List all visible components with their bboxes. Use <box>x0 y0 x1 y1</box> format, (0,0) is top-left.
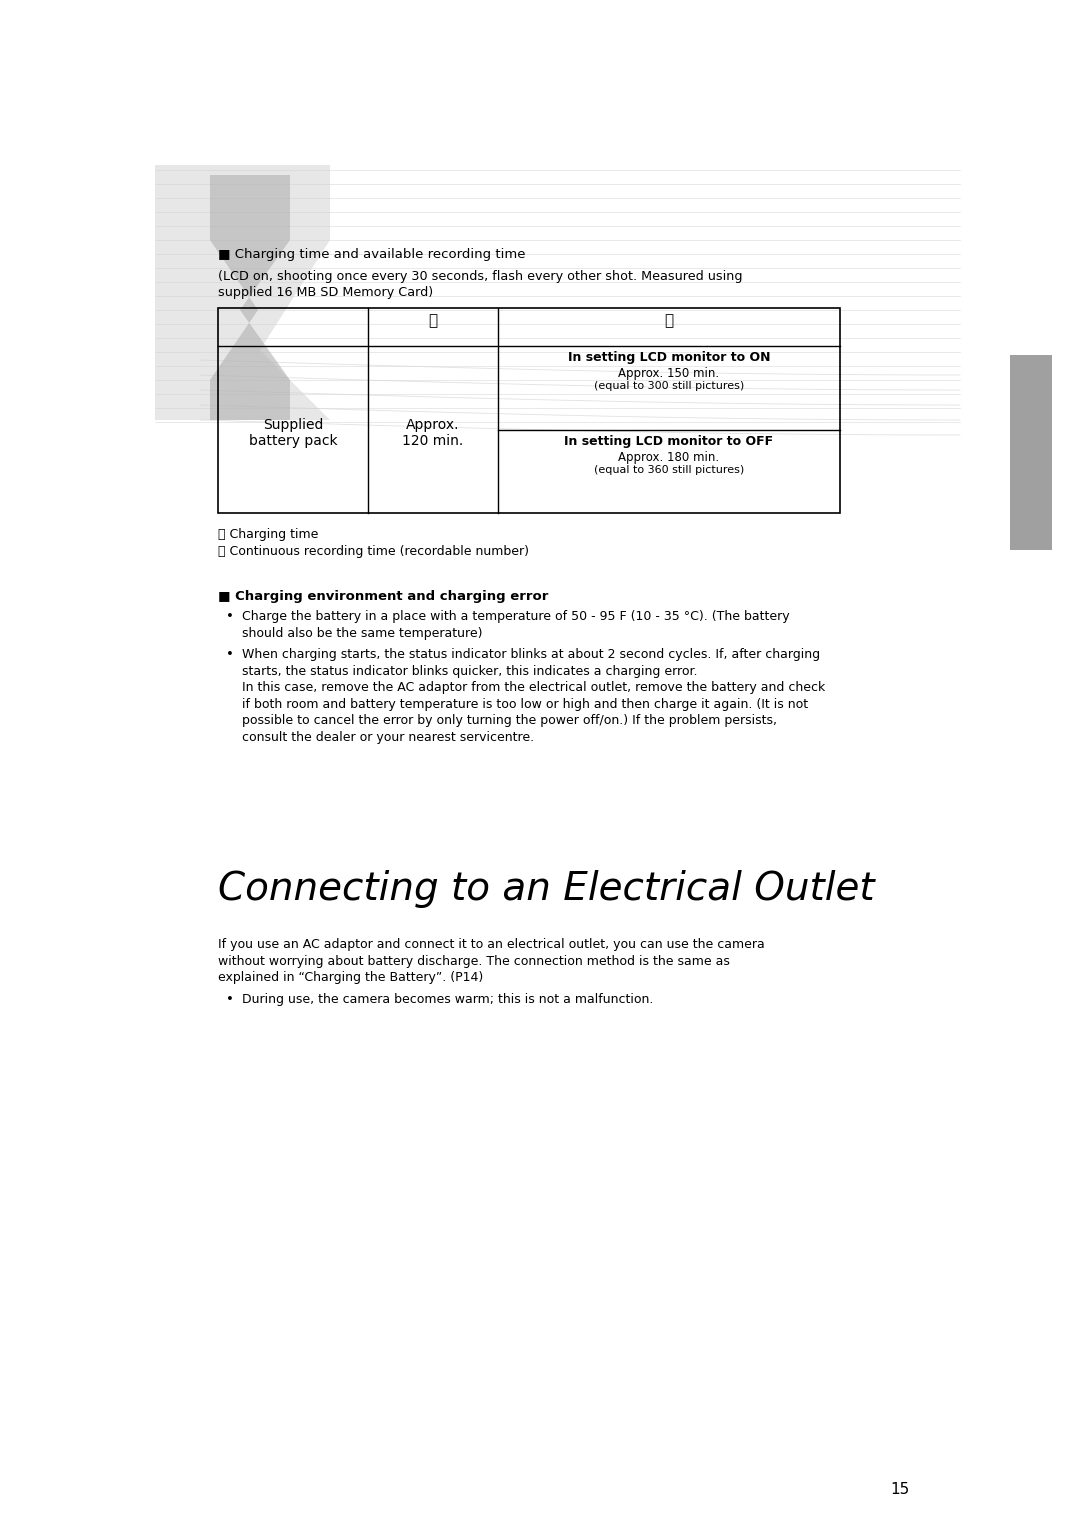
Text: supplied 16 MB SD Memory Card): supplied 16 MB SD Memory Card) <box>218 285 433 299</box>
Text: 15: 15 <box>890 1482 909 1497</box>
Text: should also be the same temperature): should also be the same temperature) <box>242 627 483 639</box>
Text: Supplied: Supplied <box>262 418 323 432</box>
Text: possible to cancel the error by only turning the power off/on.) If the problem p: possible to cancel the error by only tur… <box>242 714 777 726</box>
Text: Connecting to an Electrical Outlet: Connecting to an Electrical Outlet <box>218 870 875 908</box>
Text: Approx. 180 min.: Approx. 180 min. <box>619 450 719 464</box>
Text: Ⓑ Continuous recording time (recordable number): Ⓑ Continuous recording time (recordable … <box>218 545 529 559</box>
Polygon shape <box>156 165 330 420</box>
Text: without worrying about battery discharge. The connection method is the same as: without worrying about battery discharge… <box>218 954 730 967</box>
Text: In setting LCD monitor to OFF: In setting LCD monitor to OFF <box>565 435 773 447</box>
Text: Approx. 150 min.: Approx. 150 min. <box>619 366 719 380</box>
Text: if both room and battery temperature is too low or high and then charge it again: if both room and battery temperature is … <box>242 697 808 711</box>
Text: (equal to 360 still pictures): (equal to 360 still pictures) <box>594 464 744 475</box>
Bar <box>1010 356 1052 549</box>
Text: explained in “Charging the Battery”. (P14): explained in “Charging the Battery”. (P1… <box>218 971 483 984</box>
Text: ■ Charging environment and charging error: ■ Charging environment and charging erro… <box>218 591 549 603</box>
Text: During use, the camera becomes warm; this is not a malfunction.: During use, the camera becomes warm; thi… <box>242 992 653 1006</box>
Text: Approx.: Approx. <box>406 418 460 432</box>
Text: In setting LCD monitor to ON: In setting LCD monitor to ON <box>568 351 770 365</box>
Text: Ⓑ: Ⓑ <box>664 313 674 328</box>
Text: Charge the battery in a place with a temperature of 50 - 95 F (10 - 35 °C). (The: Charge the battery in a place with a tem… <box>242 610 789 623</box>
Text: In this case, remove the AC adaptor from the electrical outlet, remove the batte: In this case, remove the AC adaptor from… <box>242 681 825 694</box>
Text: If you use an AC adaptor and connect it to an electrical outlet, you can use the: If you use an AC adaptor and connect it … <box>218 938 765 951</box>
Text: 120 min.: 120 min. <box>403 433 463 447</box>
Text: •: • <box>226 649 234 661</box>
Text: •: • <box>226 610 234 623</box>
Text: Ⓐ: Ⓐ <box>429 313 437 328</box>
Text: battery pack: battery pack <box>248 433 337 447</box>
Text: Ⓐ Charging time: Ⓐ Charging time <box>218 528 319 542</box>
Text: consult the dealer or your nearest servicentre.: consult the dealer or your nearest servi… <box>242 731 535 743</box>
Text: •: • <box>226 992 234 1006</box>
Text: When charging starts, the status indicator blinks at about 2 second cycles. If, : When charging starts, the status indicat… <box>242 649 820 661</box>
Bar <box>218 308 840 513</box>
Text: (equal to 300 still pictures): (equal to 300 still pictures) <box>594 382 744 391</box>
Text: ■ Charging time and available recording time: ■ Charging time and available recording … <box>218 249 526 261</box>
Text: starts, the status indicator blinks quicker, this indicates a charging error.: starts, the status indicator blinks quic… <box>242 664 698 678</box>
Polygon shape <box>210 175 291 420</box>
Text: (LCD on, shooting once every 30 seconds, flash every other shot. Measured using: (LCD on, shooting once every 30 seconds,… <box>218 270 743 282</box>
